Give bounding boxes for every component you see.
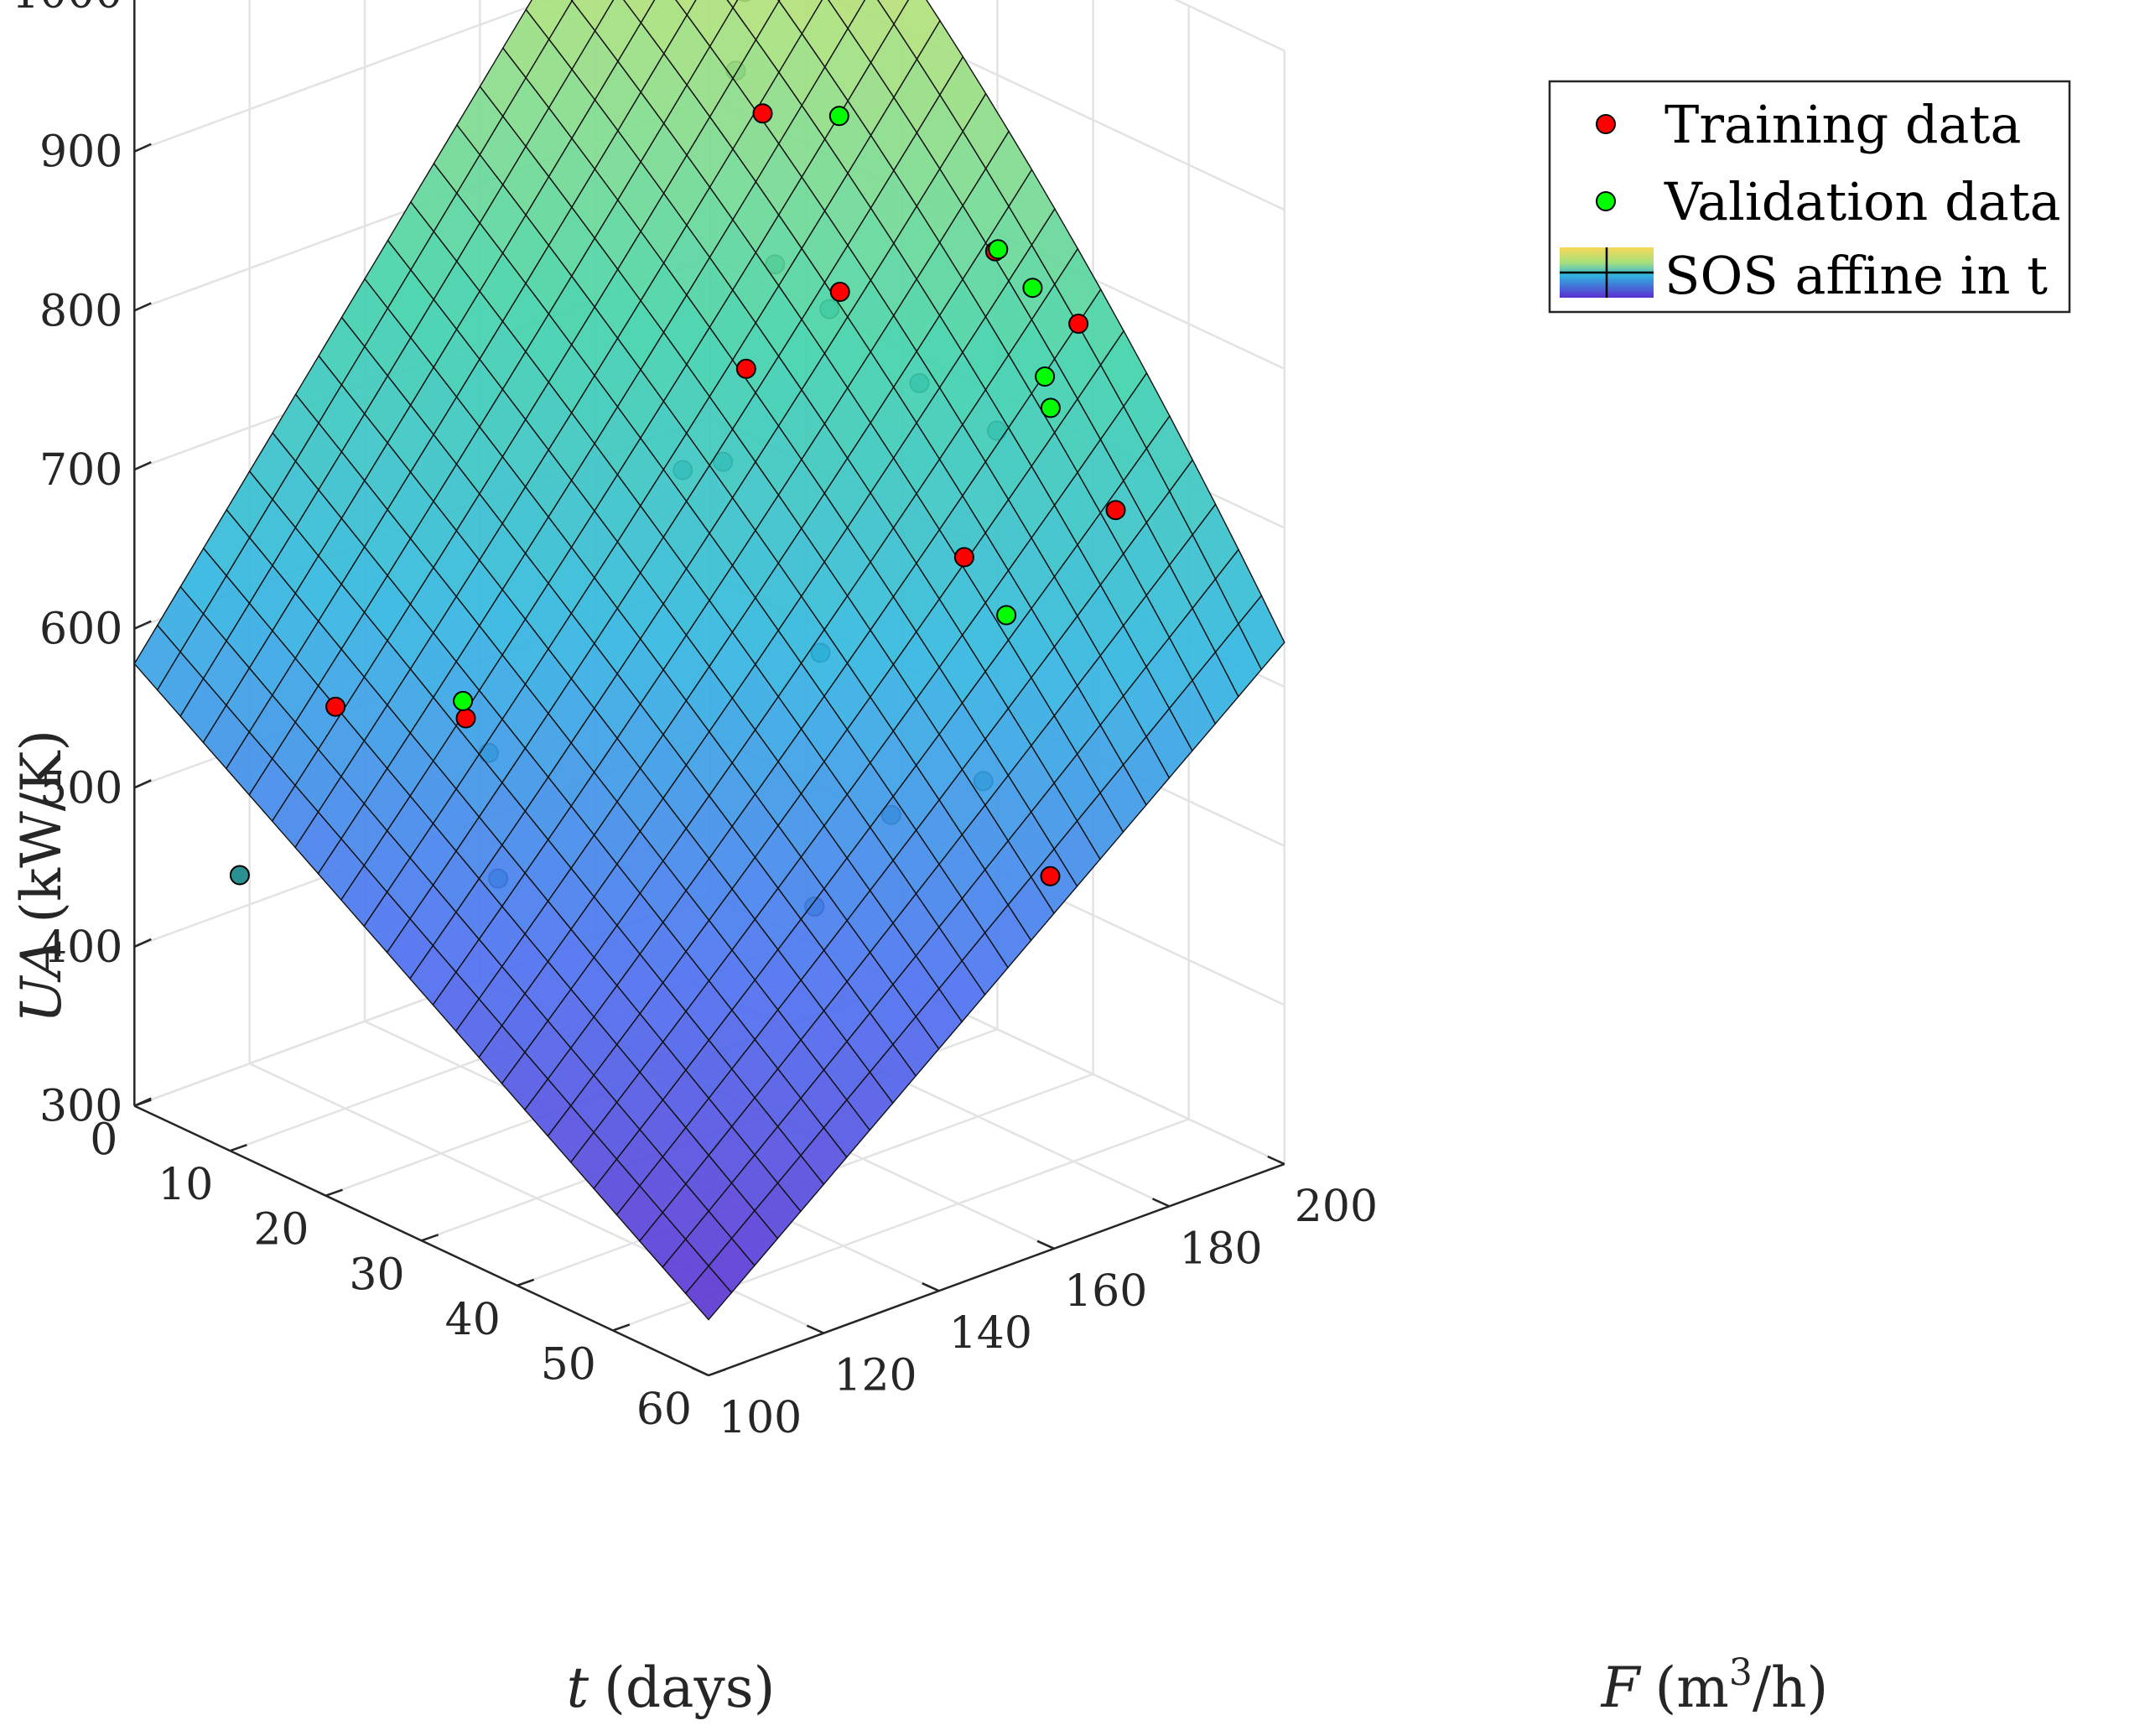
t-tick-label: 0	[90, 1115, 117, 1166]
F-axis-line	[708, 1162, 1285, 1377]
z-tick-label: 400	[39, 923, 122, 973]
F-tick-mark	[1267, 1155, 1285, 1166]
surface-cell	[828, 0, 866, 30]
z-axis-label: UA(kW/K)	[9, 730, 74, 1023]
validation-data-point	[1040, 398, 1061, 418]
z-tick-label: 1000	[12, 0, 122, 18]
occluded-data-point	[229, 865, 250, 886]
legend-label-training: Training data	[1664, 94, 2021, 155]
t-tick-label: 50	[541, 1339, 596, 1390]
validation-data-point	[996, 605, 1017, 626]
t-tick-label: 30	[349, 1250, 404, 1300]
F-tick-mark	[922, 1282, 940, 1292]
t-tick-label: 20	[253, 1205, 309, 1255]
t-tick-mark	[708, 1368, 726, 1377]
surface-cell	[1238, 594, 1285, 671]
F-tick-label: 140	[949, 1308, 1032, 1359]
F-tick-mark	[691, 1366, 709, 1377]
z-tick-label: 700	[39, 445, 122, 496]
z-tick-label: 500	[39, 763, 122, 813]
z-tick-label: 600	[39, 605, 122, 655]
surface-cell	[778, 0, 823, 35]
t-tick-mark	[133, 1099, 152, 1107]
training-data-point	[953, 547, 974, 568]
F-tick-label: 200	[1295, 1182, 1378, 1232]
training-data-point	[1040, 865, 1061, 886]
visible-points	[325, 103, 1126, 886]
F-tick-label: 180	[1179, 1224, 1262, 1274]
grid-z-left-wall	[133, 0, 551, 153]
t-tick-mark	[517, 1278, 535, 1287]
F-tick-label: 120	[834, 1351, 917, 1401]
y-axis-label: F (m3/h)	[1601, 1651, 1829, 1720]
t-tick-mark	[229, 1143, 247, 1152]
z-tick-mark	[133, 460, 152, 471]
training-data-point	[325, 696, 346, 717]
validation-data-point	[453, 690, 474, 711]
legend-marker-validation	[1596, 191, 1616, 211]
t-tick-label: 10	[158, 1160, 213, 1210]
z-tick-mark	[133, 938, 152, 949]
tick-labels: 300 400 500 600 700 800 900 1000 0 10 20 30 40 50 60 10…	[12, 0, 1378, 1443]
F-tick-mark	[806, 1324, 824, 1334]
z-tick-mark	[133, 302, 152, 312]
surface-cell	[675, 0, 697, 17]
F-tick-label: 100	[719, 1393, 802, 1443]
t-tick-mark	[421, 1234, 439, 1242]
z-tick-label: 800	[39, 286, 122, 336]
legend-label-surface: SOS affine in t	[1664, 245, 2048, 306]
legend-marker-training	[1596, 114, 1616, 134]
t-tick-mark	[612, 1323, 631, 1332]
surface-cell	[877, 0, 910, 26]
legend-label-validation: Validation data	[1664, 171, 2061, 232]
t-tick-label: 40	[445, 1295, 501, 1345]
training-data-point	[1105, 500, 1126, 521]
t-tick-label: 60	[636, 1385, 692, 1435]
axis-lines	[133, 0, 1285, 1377]
surface-cell	[726, 0, 739, 9]
legend-box	[1548, 80, 2071, 314]
validation-data-point	[828, 106, 849, 127]
surface-cell	[623, 0, 656, 24]
training-data-point	[829, 282, 850, 302]
training-data-point	[1068, 314, 1089, 334]
z-tick-mark	[133, 143, 152, 153]
z-tick-mark	[133, 779, 152, 789]
F-tick-mark	[1036, 1240, 1055, 1250]
z-tick-mark	[133, 620, 152, 630]
training-data-point	[455, 708, 476, 729]
x-axis-label: t (days)	[567, 1655, 776, 1720]
F-tick-mark	[1151, 1198, 1170, 1208]
training-data-point	[752, 103, 773, 124]
training-data-point	[735, 358, 756, 379]
F-tick-label: 160	[1064, 1266, 1147, 1317]
surface-cell	[571, 0, 615, 32]
z-tick-label: 900	[39, 127, 122, 178]
validation-data-point	[988, 239, 1009, 260]
legend: Training data Validation data SOS affine…	[1548, 80, 2071, 314]
validation-data-point	[1035, 366, 1056, 387]
t-tick-mark	[325, 1188, 343, 1197]
z-tick-label: 300	[39, 1082, 122, 1132]
validation-data-point	[1022, 278, 1043, 299]
surface-mesh	[133, 0, 1285, 1321]
